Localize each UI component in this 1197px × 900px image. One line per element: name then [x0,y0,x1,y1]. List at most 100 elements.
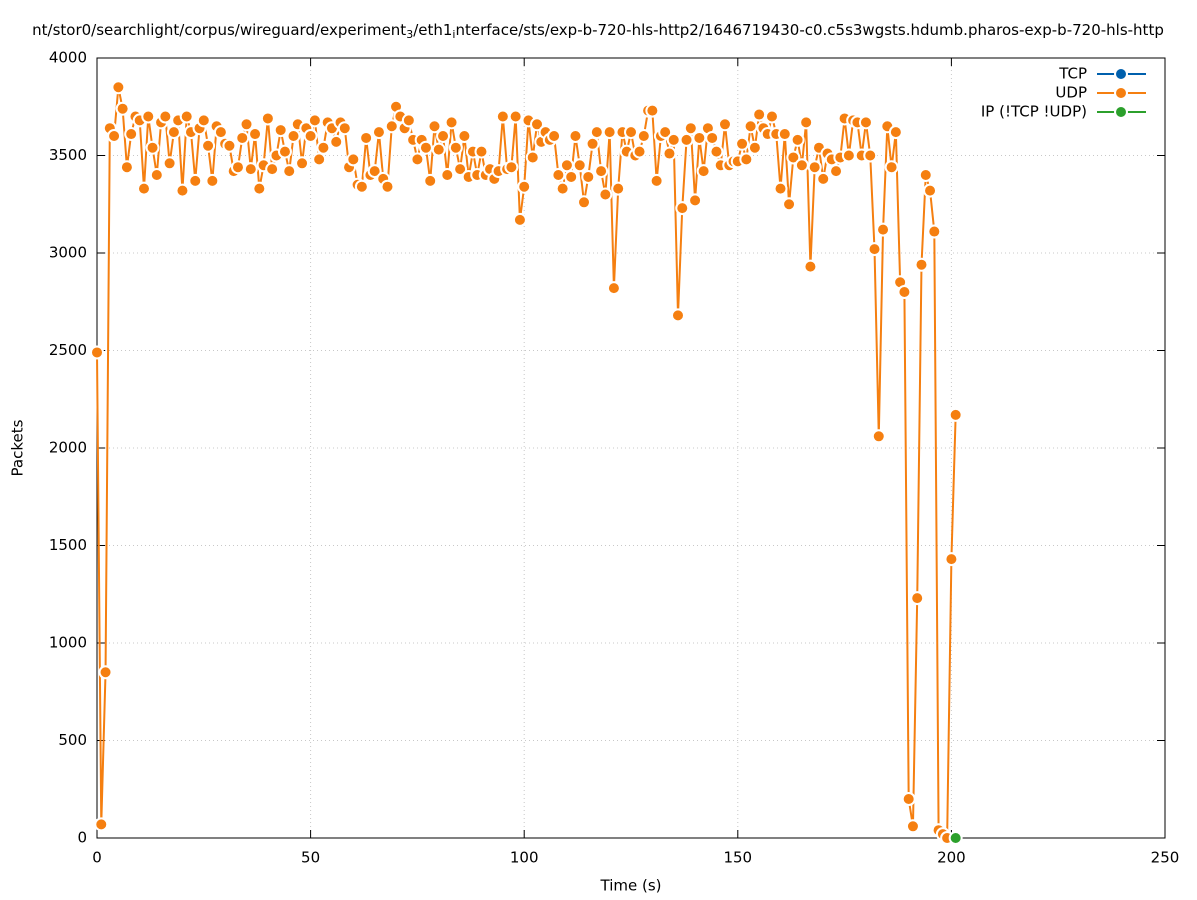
data-point [901,792,916,806]
data-point [598,187,613,202]
data-point [213,125,228,140]
x-tick-label: 200 [937,849,966,867]
data-point [735,136,750,151]
data-point [141,109,156,124]
title-part: /eth1 [413,21,452,39]
data-point [948,831,963,845]
data-point [662,146,677,161]
data-point [530,117,545,132]
y-tick-label: 2000 [49,439,87,457]
y-tick-label: 3000 [49,244,87,262]
data-point [692,130,707,145]
data-point [752,107,767,122]
title-subscript: 3 [406,28,413,41]
data-point [551,168,566,182]
data-point [196,113,211,128]
x-axis-label: Time (s) [600,877,662,895]
data-point [115,101,130,116]
data-point [239,117,254,132]
y-tick-label: 3500 [49,146,87,164]
series-line [96,87,957,841]
data-point [282,164,297,179]
data-point [504,160,519,175]
title-subscript: i [452,28,455,41]
data-point [508,109,523,124]
data-point [602,125,617,140]
data-point [222,138,237,153]
x-tick-label: 250 [1151,849,1180,867]
data-point [303,129,318,143]
data-point [423,173,438,188]
x-tick-label: 100 [510,849,539,867]
data-point [709,144,724,159]
legend-marker [1114,86,1128,100]
data-point [807,160,822,175]
data-point [517,179,532,194]
data-point [777,127,792,142]
data-point [636,129,651,143]
data-point [888,125,903,140]
data-point [359,130,374,145]
data-point [98,665,113,680]
data-point [918,168,933,182]
data-point [448,140,463,155]
legend-marker [1114,105,1128,119]
data-point [384,119,399,134]
data-point [107,129,122,143]
data-point [547,129,562,143]
legend-label: TCP [1058,65,1087,83]
data-point [525,150,540,165]
data-point [371,125,386,140]
data-point [316,140,331,155]
data-point [948,407,963,422]
data-point [927,224,942,239]
data-point [884,160,899,175]
data-point [158,109,173,124]
data-point [790,132,805,147]
data-point [444,115,459,130]
data-point [277,144,292,159]
data-point [243,162,258,177]
data-point [235,130,250,145]
data-point [555,181,570,196]
data-point [431,142,446,157]
data-point [645,103,660,118]
data-point [679,132,694,147]
x-tick-label: 0 [92,849,102,867]
data-point [585,136,600,151]
data-point [572,158,587,173]
data-point [589,125,604,140]
data-point [495,109,510,124]
data-point [688,193,703,208]
data-point [354,179,369,194]
data-point [457,129,472,143]
data-point [312,152,327,167]
data-point [401,113,416,128]
data-point [273,123,288,138]
data-point [440,168,455,182]
data-point [803,259,818,274]
data-point [367,164,382,179]
data-point [863,148,878,163]
data-point [124,127,139,142]
data-point [512,212,527,227]
data-point [166,125,181,140]
y-axis-label: Packets [9,419,27,476]
data-point [867,242,882,257]
data-point [632,144,647,159]
x-tick-label: 50 [301,849,320,867]
data-point [944,552,959,567]
data-point [876,222,891,237]
data-point [230,160,245,175]
data-point [739,152,754,167]
data-point [858,115,873,130]
y-tick-label: 1500 [49,536,87,554]
data-point [577,195,592,210]
data-point [696,164,711,179]
data-point [705,130,720,145]
data-point [871,429,886,444]
data-point [295,156,310,171]
data-point [764,109,779,124]
chart-title: nt/stor0/searchlight/corpus/wireguard/ex… [32,21,1164,42]
